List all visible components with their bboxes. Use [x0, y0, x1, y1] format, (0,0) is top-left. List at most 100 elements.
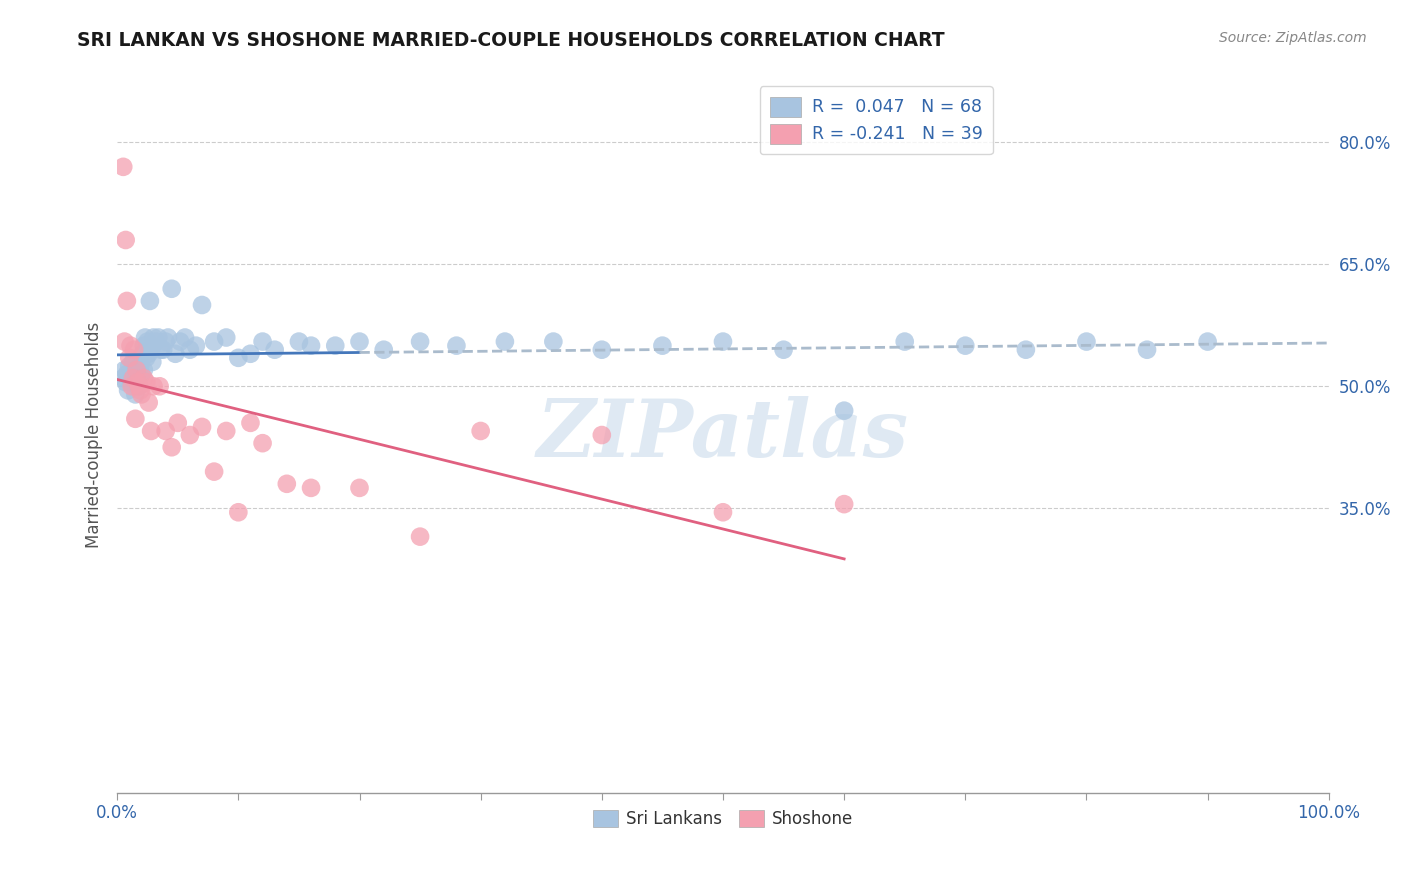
Point	[141, 355, 163, 369]
Point	[127, 355, 149, 369]
Point	[139, 293, 162, 308]
Point	[202, 465, 225, 479]
Point	[112, 371, 135, 385]
Point	[832, 497, 855, 511]
Point	[124, 363, 146, 377]
Point	[323, 338, 346, 352]
Point	[1136, 343, 1159, 357]
Point	[651, 338, 673, 352]
Point	[142, 379, 165, 393]
Point	[228, 505, 250, 519]
Point	[114, 375, 136, 389]
Point	[120, 371, 142, 385]
Point	[202, 334, 225, 349]
Point	[132, 363, 155, 377]
Point	[131, 367, 153, 381]
Point	[121, 379, 143, 393]
Point	[115, 367, 138, 381]
Point	[145, 334, 167, 349]
Point	[373, 343, 395, 357]
Point	[252, 334, 274, 349]
Point	[114, 363, 136, 377]
Point	[132, 371, 155, 385]
Point	[132, 338, 155, 352]
Point	[288, 334, 311, 349]
Point	[134, 330, 156, 344]
Point	[276, 476, 298, 491]
Point	[1076, 334, 1098, 349]
Point	[228, 351, 250, 365]
Point	[409, 334, 432, 349]
Point	[409, 530, 432, 544]
Point	[239, 416, 262, 430]
Point	[711, 505, 734, 519]
Point	[591, 428, 613, 442]
Point	[115, 293, 138, 308]
Point	[148, 330, 170, 344]
Point	[446, 338, 468, 352]
Point	[263, 343, 285, 357]
Point	[139, 343, 162, 357]
Text: Source: ZipAtlas.com: Source: ZipAtlas.com	[1219, 31, 1367, 45]
Point	[299, 481, 322, 495]
Point	[122, 367, 145, 381]
Point	[129, 384, 152, 398]
Text: SRI LANKAN VS SHOSHONE MARRIED-COUPLE HOUSEHOLDS CORRELATION CHART: SRI LANKAN VS SHOSHONE MARRIED-COUPLE HO…	[77, 31, 945, 50]
Point	[139, 424, 162, 438]
Point	[125, 375, 148, 389]
Point	[494, 334, 516, 349]
Point	[135, 351, 157, 365]
Legend: Sri Lankans, Shoshone: Sri Lankans, Shoshone	[586, 803, 860, 834]
Point	[169, 334, 191, 349]
Point	[117, 384, 139, 398]
Point	[160, 440, 183, 454]
Point	[128, 379, 150, 393]
Point	[174, 330, 197, 344]
Point	[349, 481, 371, 495]
Point	[299, 338, 322, 352]
Point	[252, 436, 274, 450]
Point	[138, 347, 160, 361]
Point	[149, 343, 172, 357]
Point	[121, 375, 143, 389]
Point	[124, 387, 146, 401]
Point	[152, 343, 174, 357]
Point	[215, 330, 238, 344]
Point	[832, 403, 855, 417]
Point	[1197, 334, 1219, 349]
Point	[179, 428, 201, 442]
Point	[155, 334, 177, 349]
Point	[893, 334, 915, 349]
Point	[122, 371, 145, 385]
Point	[135, 375, 157, 389]
Point	[131, 387, 153, 401]
Point	[166, 416, 188, 430]
Point	[179, 343, 201, 357]
Point	[125, 363, 148, 377]
Point	[128, 379, 150, 393]
Point	[470, 424, 492, 438]
Point	[136, 334, 159, 349]
Point	[160, 282, 183, 296]
Point	[131, 347, 153, 361]
Point	[127, 367, 149, 381]
Point	[772, 343, 794, 357]
Point	[1015, 343, 1038, 357]
Point	[118, 351, 141, 365]
Text: ZIPatlas: ZIPatlas	[537, 396, 910, 474]
Point	[114, 334, 136, 349]
Point	[114, 233, 136, 247]
Point	[711, 334, 734, 349]
Point	[165, 347, 187, 361]
Point	[122, 343, 145, 357]
Point	[122, 355, 145, 369]
Point	[191, 420, 214, 434]
Point	[138, 395, 160, 409]
Point	[142, 330, 165, 344]
Point	[120, 338, 142, 352]
Point	[149, 379, 172, 393]
Point	[129, 359, 152, 373]
Point	[155, 424, 177, 438]
Point	[349, 334, 371, 349]
Point	[591, 343, 613, 357]
